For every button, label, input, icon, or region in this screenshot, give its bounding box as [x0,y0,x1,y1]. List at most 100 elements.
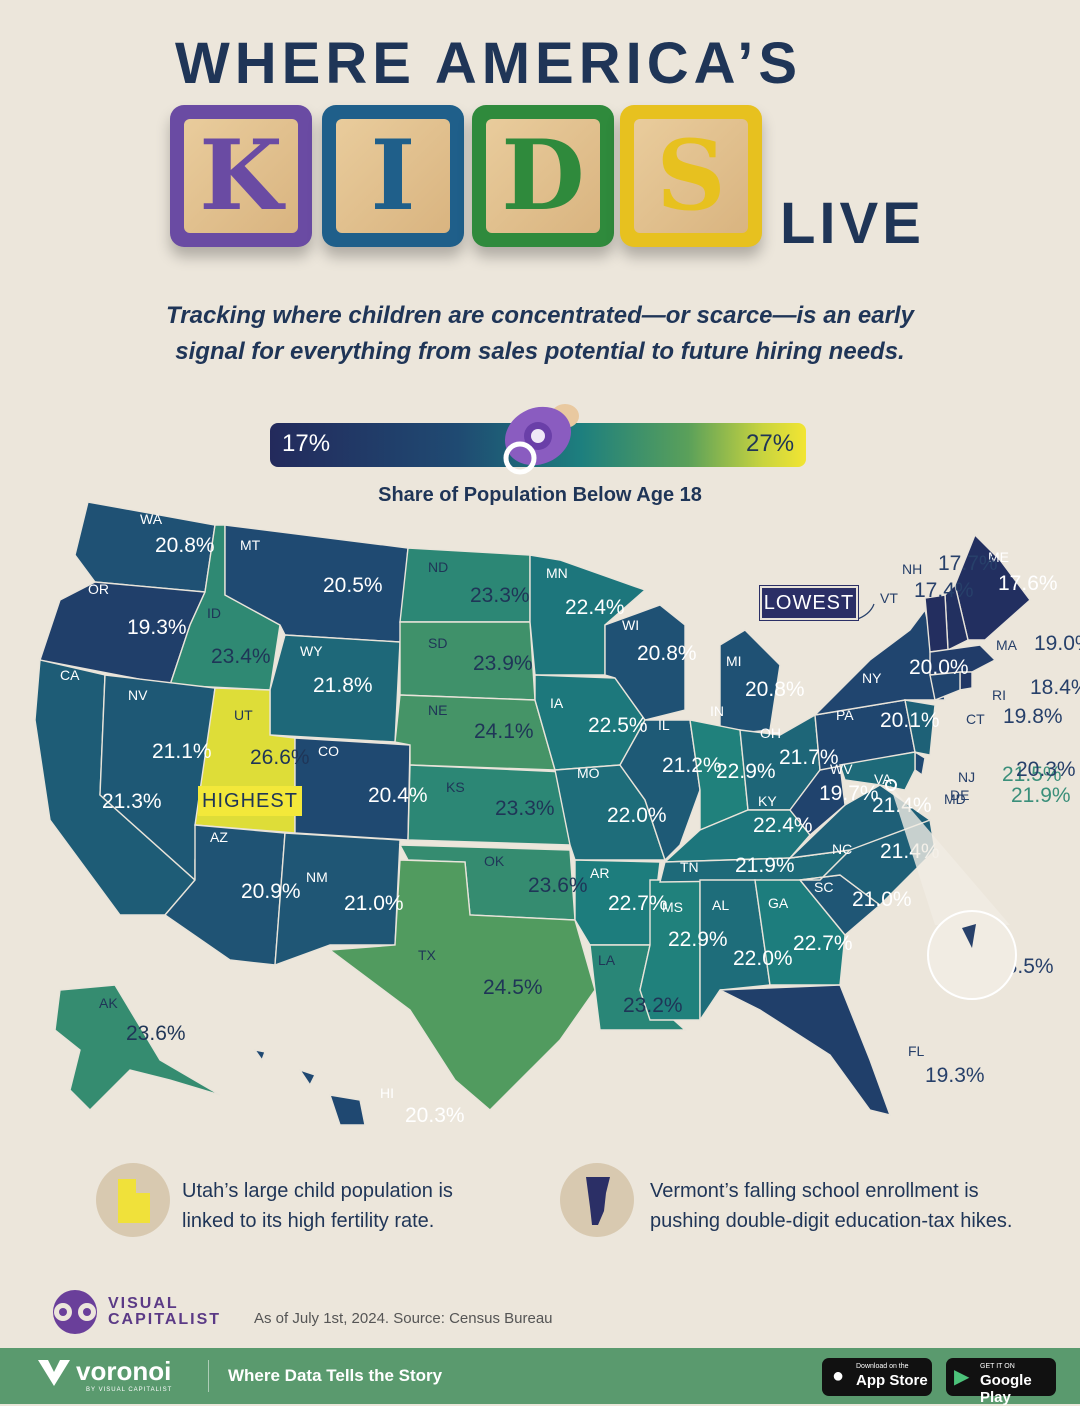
google-play-small: GET IT ON [980,1363,1015,1370]
footer-divider [208,1360,209,1392]
app-store-button[interactable]: ● Download on the App Store [822,1358,932,1396]
state-value-me: 17.6% [998,572,1058,595]
state-nj [904,699,936,756]
state-value-ky: 22.4% [753,814,813,837]
block-d: D [472,105,614,247]
state-value-pa: 20.1% [880,709,940,732]
state-value-tn: 21.9% [735,854,795,877]
state-mi [719,629,781,736]
dc-callout [885,779,1017,1000]
vermont-shape-icon [560,1163,634,1237]
block-k: K [170,105,312,247]
state-value-ok: 23.6% [528,874,588,897]
state-abbr-tn: TN [680,859,699,875]
state-abbr-ct: CT [966,711,985,727]
state-value-in: 22.9% [716,760,776,783]
block-letter: D [486,119,600,233]
state-value-hi: 20.3% [405,1104,465,1127]
state-value-ct: 19.8% [1003,705,1063,728]
state-tx [328,859,596,1111]
google-play-label: Google Play [980,1372,1032,1406]
block-i: I [322,105,464,247]
brand-name-line1: VISUAL [108,1295,179,1312]
state-abbr-ar: AR [590,865,609,881]
state-value-nv: 21.1% [152,740,212,763]
google-play-button[interactable]: ▶ GET IT ON Google Play [946,1358,1056,1406]
state-abbr-mo: MO [577,765,600,781]
state-abbr-il: IL [658,717,670,733]
title-top: WHERE AMERICA’S [175,31,803,96]
state-value-nj: 21.5% [1002,763,1062,786]
state-abbr-nd: ND [428,559,448,575]
state-abbr-sd: SD [428,635,447,651]
state-labels: WA 20.8% OR 19.3% CA 21.3% ID 23.4% NV 21.1% MT 20.… [60,511,1080,1127]
state-abbr-nv: NV [128,687,148,703]
state-value-al: 22.0% [733,947,793,970]
state-abbr-ks: KS [446,779,465,795]
state-abbr-fl: FL [908,1043,925,1059]
app-store-small: Download on the [856,1363,909,1370]
state-abbr-ia: IA [550,695,564,711]
state-value-fl: 19.3% [925,1064,985,1087]
state-de [914,750,926,777]
subtitle: Tracking where children are concentrated… [166,302,914,365]
legend-label: Share of Population Below Age 18 [378,484,702,506]
state-abbr-pa: PA [836,707,854,723]
block-letter: I [336,119,450,233]
state-hi [253,1048,366,1126]
state-abbr-ma: MA [996,637,1018,653]
state-abbr-oh: OH [760,725,781,741]
state-abbr-ok: OK [484,853,505,869]
state-abbr-nj: NJ [958,769,975,785]
state-value-ny: 20.0% [909,656,969,679]
state-value-tx: 24.5% [483,976,543,999]
brand-name: VISUAL CAPITALIST [108,1296,221,1328]
state-value-ia: 22.5% [588,714,648,737]
state-wy [269,634,401,743]
state-value-ma: 19.0% [1034,632,1080,655]
state-value-ga: 22.7% [793,932,853,955]
state-ct [929,671,961,701]
state-value-md: 21.9% [1011,784,1071,807]
state-abbr-ri: RI [992,687,1006,703]
state-abbr-ky: KY [758,793,777,809]
state-abbr-mt: MT [240,537,261,553]
state-value-ri: 18.4% [1030,676,1080,699]
state-value-ar: 22.7% [608,892,668,915]
state-abbr-nc: NC [832,841,852,857]
state-al [699,879,771,1023]
state-md [839,751,916,791]
state-value-co: 20.4% [368,784,428,807]
block-s: S [620,105,762,247]
state-fl [719,984,892,1116]
block-letter: K [184,119,298,233]
state-abbr-hi: HI [380,1085,394,1101]
state-abbr-me: ME [988,549,1009,565]
state-value-mo: 22.0% [607,804,667,827]
state-value-wy: 21.8% [313,674,373,697]
voronoi-logo[interactable]: voronoi [76,1356,172,1386]
footer-tagline: Where Data Tells the Story [228,1366,443,1385]
state-abbr-ny: NY [862,670,882,686]
state-abbr-md: MD [944,791,966,807]
pacifier-icon [503,404,579,475]
state-wi [604,604,686,721]
state-wv [789,764,846,837]
state-value-or: 19.3% [127,616,187,639]
state-value-id: 23.4% [211,645,271,668]
state-value-de: 20.3% [1016,758,1076,781]
state-abbr-wy: WY [300,643,323,659]
apple-icon: ● [832,1365,845,1387]
badge-highest: HIGHEST [198,786,302,816]
state-value-wv: 19.7% [819,782,879,805]
state-value-oh: 21.7% [779,746,839,769]
state-shapes [34,501,1031,1126]
state-value-nh: 17.7% [938,552,998,575]
state-abbr-ut: UT [234,707,253,723]
state-value-vt: 17.4% [914,579,974,602]
state-abbr-co: CO [318,743,339,759]
voronoi-logo-sub: BY VISUAL CAPITALIST [86,1387,173,1393]
kids-blocks: K I D S [170,105,770,260]
state-abbr-ga: GA [768,895,789,911]
